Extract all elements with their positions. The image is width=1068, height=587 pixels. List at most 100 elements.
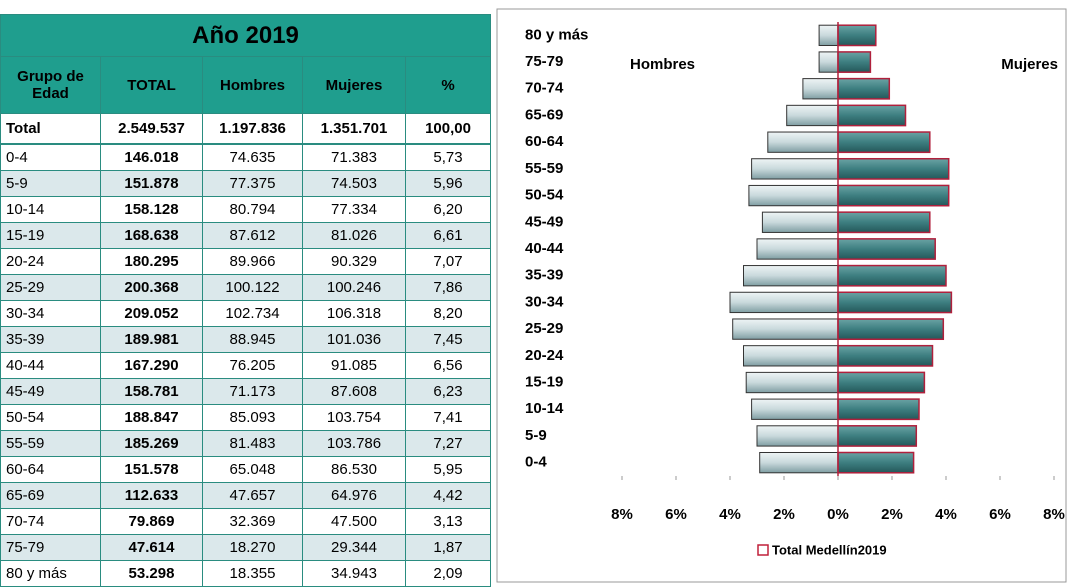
cell: 6,61 <box>404 222 492 249</box>
y-tick-label: 50-54 <box>525 187 564 204</box>
cell: 79.869 <box>100 508 203 535</box>
cell: 45-49 <box>0 378 101 405</box>
bar <box>837 131 931 154</box>
table-row: 70-74 79.869 32.369 47.500 3,13 <box>0 508 492 535</box>
bar <box>837 425 918 447</box>
x-tick-label: 2% <box>773 506 795 523</box>
cell: 5,96 <box>404 170 492 197</box>
cell: 88.945 <box>202 326 303 353</box>
cell: 53.298 <box>100 560 203 587</box>
cell: 75-79 <box>0 534 101 561</box>
bar <box>837 344 934 367</box>
cell: 6,20 <box>404 196 492 223</box>
cell: 151.578 <box>100 456 203 483</box>
bar <box>837 77 891 100</box>
cell: 112.633 <box>100 482 203 509</box>
cell: 2,09 <box>404 560 492 587</box>
y-tick-label: 70-74 <box>525 80 564 97</box>
cell: 10-14 <box>0 196 101 223</box>
table-title: Año 2019 <box>0 14 492 57</box>
y-tick-label: 0-4 <box>525 454 547 471</box>
cell: 5-9 <box>0 170 101 197</box>
bar <box>837 104 907 127</box>
cell: 25-29 <box>0 274 101 301</box>
cell: 20-24 <box>0 248 101 275</box>
bar <box>837 51 872 73</box>
bar <box>732 318 839 340</box>
bar <box>759 451 839 474</box>
bar <box>729 291 839 314</box>
bar <box>837 451 915 474</box>
y-tick-label: 25-29 <box>525 320 563 337</box>
table-body: Año 2019 Grupo de Edad TOTAL Hombres Mujere… <box>0 14 492 587</box>
cell: 6,23 <box>404 378 492 405</box>
x-tick-label: 4% <box>719 506 741 523</box>
bar <box>837 157 950 180</box>
cell: 81.026 <box>302 222 406 249</box>
cell: 1,87 <box>404 534 492 561</box>
y-tick-label: 55-59 <box>525 160 563 177</box>
cell: 7,86 <box>404 274 492 301</box>
column-header: Mujeres <box>302 56 406 114</box>
y-tick-label: 10-14 <box>525 400 564 417</box>
cell: 100,00 <box>404 113 492 145</box>
cell: Total <box>0 113 101 145</box>
cell: 101.036 <box>302 326 406 353</box>
cell: 87.608 <box>302 378 406 405</box>
bar <box>743 265 839 287</box>
table-row: 20-24 180.295 89.966 90.329 7,07 <box>0 248 492 275</box>
bar <box>745 371 839 394</box>
y-tick-label: 20-24 <box>525 347 564 364</box>
x-tick-label: 2% <box>881 506 903 523</box>
cell: 151.878 <box>100 170 203 197</box>
x-tick-label: 8% <box>1043 506 1065 523</box>
y-tick-label: 30-34 <box>525 293 564 310</box>
column-header: Hombres <box>202 56 303 114</box>
bar <box>837 24 877 47</box>
cell: 188.847 <box>100 404 203 431</box>
y-tick-label: 5-9 <box>525 427 547 444</box>
table-row: 65-69 112.633 47.657 64.976 4,42 <box>0 482 492 509</box>
legend-swatch <box>757 544 769 556</box>
column-header: % <box>404 56 492 114</box>
x-tick-label: 0% <box>827 506 849 523</box>
y-tick-label: 35-39 <box>525 267 563 284</box>
cell: 71.173 <box>202 378 303 405</box>
table-row: 50-54 188.847 85.093 103.754 7,41 <box>0 404 492 431</box>
series-label: Mujeres <box>1001 56 1058 73</box>
cell: 47.500 <box>302 508 406 535</box>
cell: 64.976 <box>302 482 406 509</box>
cell: 6,56 <box>404 352 492 379</box>
cell: 5,95 <box>404 456 492 483</box>
y-tick-label: 60-64 <box>525 133 564 150</box>
bar <box>818 24 839 47</box>
x-tick-label: 6% <box>665 506 687 523</box>
bar <box>837 184 950 207</box>
cell: 34.943 <box>302 560 406 587</box>
table-row: 80 y más 53.298 18.355 34.943 2,09 <box>0 560 492 587</box>
bar <box>837 211 931 234</box>
cell: 100.246 <box>302 274 406 301</box>
table-row: 5-9 151.878 77.375 74.503 5,96 <box>0 170 492 197</box>
cell: 86.530 <box>302 456 406 483</box>
total-row: Total 2.549.537 1.197.836 1.351.701 100,00 <box>0 113 492 145</box>
y-tick-label: 75-79 <box>525 53 563 70</box>
bar <box>837 398 920 421</box>
x-tick-label: 6% <box>989 506 1011 523</box>
y-tick-label: 15-19 <box>525 373 563 390</box>
table-row: 75-79 47.614 18.270 29.344 1,87 <box>0 534 492 561</box>
bar <box>756 238 839 260</box>
bar <box>756 425 839 447</box>
cell: 74.635 <box>202 143 303 171</box>
cell: 77.334 <box>302 196 406 223</box>
cell: 71.383 <box>302 143 406 171</box>
cell: 47.657 <box>202 482 303 509</box>
y-tick-label: 40-44 <box>525 240 564 257</box>
cell: 85.093 <box>202 404 303 431</box>
y-tick-label: 65-69 <box>525 106 563 123</box>
bar <box>837 371 926 394</box>
cell: 91.085 <box>302 352 406 379</box>
y-tick-label: 45-49 <box>525 213 563 230</box>
